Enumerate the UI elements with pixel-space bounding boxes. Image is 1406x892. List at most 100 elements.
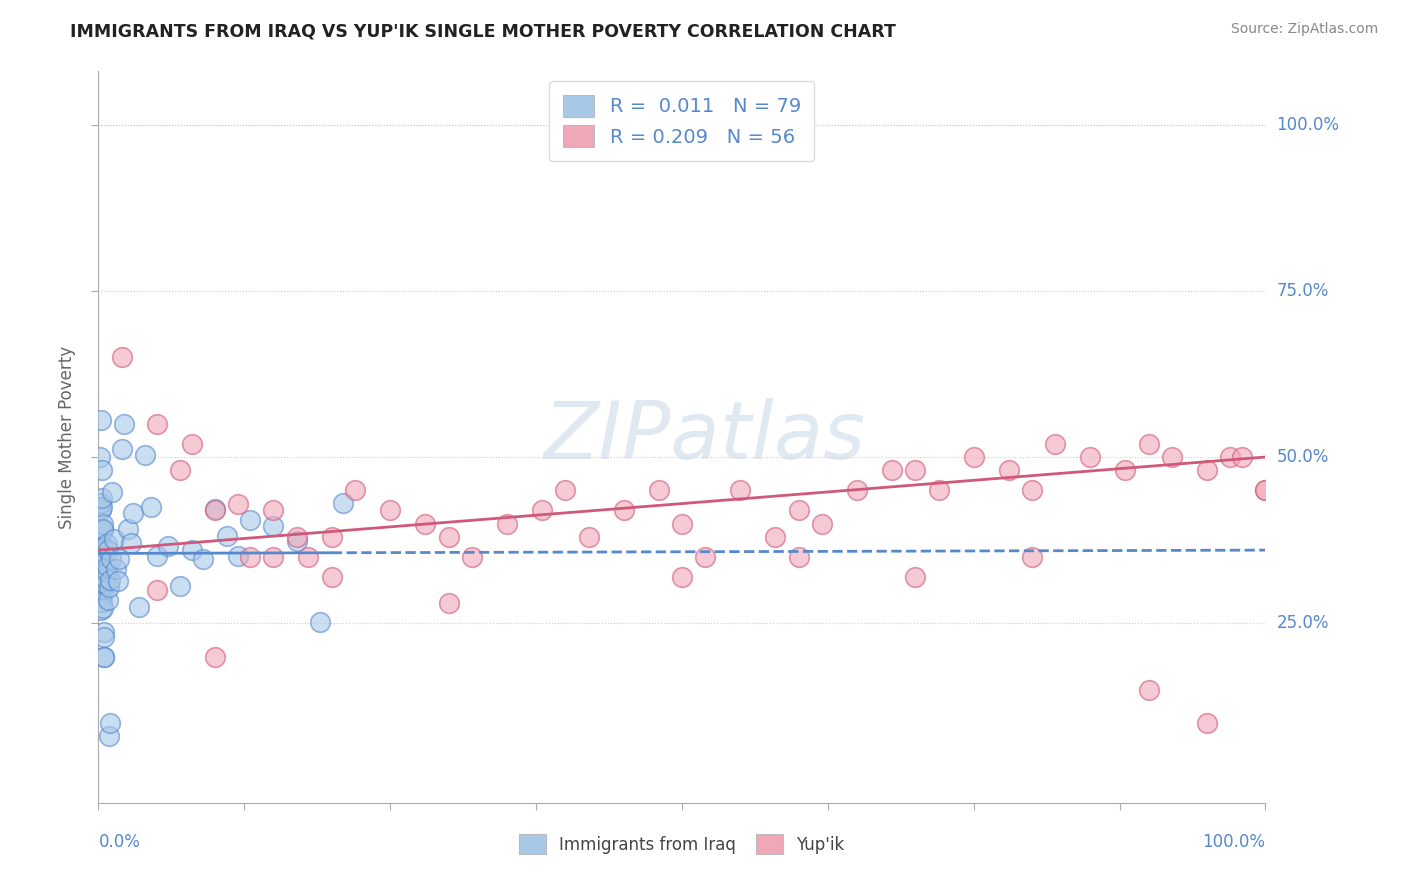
Point — [122, 506, 145, 520]
Point — [309, 615, 332, 630]
Point — [96, 537, 118, 551]
Point — [104, 562, 127, 576]
Point — [413, 516, 436, 531]
Point — [262, 549, 284, 564]
Point — [496, 516, 519, 531]
Legend: Immigrants from Iraq, Yup'ik: Immigrants from Iraq, Yup'ik — [513, 828, 851, 860]
Point — [94, 549, 117, 563]
Point — [846, 483, 869, 498]
Point — [1021, 549, 1043, 564]
Point — [928, 483, 950, 498]
Point — [91, 522, 114, 536]
Point — [437, 530, 460, 544]
Point — [695, 549, 717, 564]
Point — [262, 503, 284, 517]
Point — [530, 503, 553, 517]
Point — [98, 716, 121, 731]
Point — [101, 484, 124, 499]
Point — [90, 590, 112, 604]
Point — [671, 516, 693, 531]
Point — [90, 491, 112, 505]
Point — [578, 530, 600, 544]
Point — [97, 543, 120, 558]
Point — [169, 579, 191, 593]
Point — [787, 549, 810, 564]
Text: 100.0%: 100.0% — [1277, 116, 1340, 134]
Point — [204, 649, 226, 664]
Point — [120, 535, 142, 549]
Point — [1195, 463, 1218, 477]
Point — [108, 552, 131, 566]
Point — [204, 501, 226, 516]
Point — [89, 570, 111, 584]
Point — [97, 580, 120, 594]
Point — [100, 551, 122, 566]
Point — [97, 593, 120, 607]
Point — [111, 442, 134, 457]
Point — [96, 565, 118, 579]
Point — [103, 532, 125, 546]
Point — [107, 574, 129, 588]
Point — [997, 463, 1019, 477]
Point — [1161, 450, 1184, 464]
Point — [437, 596, 460, 610]
Point — [90, 552, 112, 566]
Point — [117, 522, 139, 536]
Point — [93, 649, 115, 664]
Point — [193, 552, 215, 566]
Point — [90, 595, 112, 609]
Point — [730, 483, 752, 498]
Point — [1045, 436, 1067, 450]
Point — [380, 503, 402, 517]
Point — [93, 625, 115, 640]
Text: IMMIGRANTS FROM IRAQ VS YUP'IK SINGLE MOTHER POVERTY CORRELATION CHART: IMMIGRANTS FROM IRAQ VS YUP'IK SINGLE MO… — [70, 22, 896, 40]
Point — [787, 503, 810, 517]
Point — [1137, 682, 1160, 697]
Point — [90, 496, 112, 510]
Text: 50.0%: 50.0% — [1277, 448, 1329, 466]
Point — [89, 563, 111, 577]
Text: Source: ZipAtlas.com: Source: ZipAtlas.com — [1230, 22, 1378, 37]
Point — [962, 450, 984, 464]
Point — [90, 524, 112, 539]
Point — [461, 549, 484, 564]
Point — [97, 729, 120, 743]
Point — [90, 584, 112, 599]
Point — [647, 483, 669, 498]
Point — [94, 577, 117, 591]
Point — [344, 483, 367, 498]
Point — [91, 600, 114, 615]
Point — [1254, 483, 1277, 498]
Point — [91, 524, 114, 538]
Point — [1137, 436, 1160, 450]
Point — [332, 496, 354, 510]
Text: 75.0%: 75.0% — [1277, 282, 1329, 300]
Point — [613, 503, 636, 517]
Point — [169, 463, 191, 477]
Point — [904, 570, 927, 584]
Point — [1254, 483, 1277, 498]
Point — [1114, 463, 1136, 477]
Point — [89, 530, 111, 544]
Point — [285, 530, 308, 544]
Point — [880, 463, 903, 477]
Point — [139, 500, 162, 514]
Point — [297, 549, 319, 564]
Point — [228, 497, 250, 511]
Point — [90, 603, 112, 617]
Point — [811, 516, 834, 531]
Point — [111, 351, 134, 365]
Point — [763, 530, 786, 544]
Point — [554, 483, 576, 498]
Point — [128, 599, 150, 614]
Point — [89, 549, 111, 564]
Point — [180, 543, 202, 558]
Point — [262, 518, 284, 533]
Text: ZIPatlas: ZIPatlas — [544, 398, 866, 476]
Point — [98, 574, 121, 588]
Text: 100.0%: 100.0% — [1202, 833, 1265, 851]
Point — [90, 503, 112, 517]
Point — [91, 516, 114, 531]
Point — [94, 571, 117, 585]
Point — [90, 500, 112, 514]
